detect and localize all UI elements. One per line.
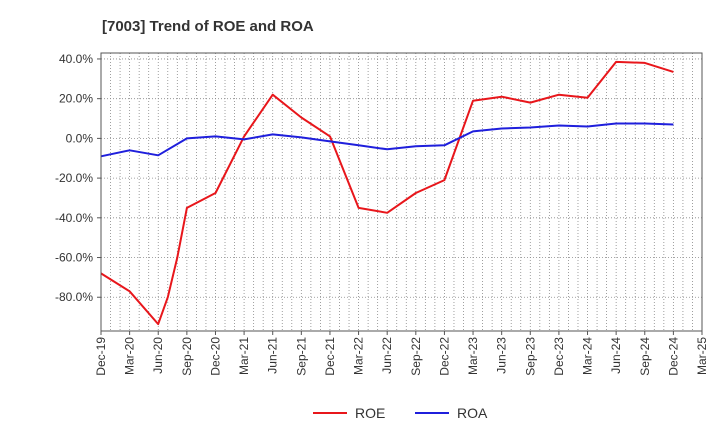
plot-frame — [100, 52, 703, 332]
x-tick-label: Mar-21 — [237, 337, 251, 375]
x-tick-label: Jun-23 — [495, 337, 509, 374]
x-tick-label: Mar-25 — [695, 337, 709, 375]
x-tick-label: Jun-21 — [266, 337, 280, 374]
y-axis: 40.0% 20.0% 0.0% -20.0% -40.0% -60.0% -80.0% — [55, 52, 101, 304]
x-tick-label: Mar-22 — [352, 337, 366, 375]
x-axis: Dec-19 Mar-20 Jun-20 Sep-20 Dec-20 Mar-21 Jun-… — [94, 331, 709, 376]
y-tick-label: 20.0% — [59, 92, 93, 106]
x-tick-label: Jun-24 — [609, 337, 623, 374]
x-tick-label: Sep-24 — [638, 337, 652, 376]
x-tick-label: Sep-20 — [180, 337, 194, 376]
x-tick-label: Sep-22 — [409, 337, 423, 376]
series-lines — [100, 60, 674, 326]
y-tick-label: -40.0% — [55, 211, 93, 225]
chart-title: [7003] Trend of ROE and ROA — [102, 18, 314, 35]
x-tick-label: Dec-23 — [552, 337, 566, 376]
y-tick-label: -80.0% — [55, 290, 93, 304]
grid — [100, 53, 703, 331]
y-tick-label: 0.0% — [66, 131, 94, 145]
x-tick-label: Mar-23 — [466, 337, 480, 375]
x-tick-label: Mar-20 — [123, 337, 137, 375]
x-tick-label: Dec-24 — [666, 337, 680, 376]
series-line-roe — [100, 60, 674, 326]
x-tick-label: Jun-22 — [380, 337, 394, 374]
legend-label-roe: ROE — [355, 405, 385, 421]
x-tick-label: Dec-22 — [437, 337, 451, 376]
legend-label-roa: ROA — [457, 405, 488, 421]
x-tick-label: Sep-23 — [523, 337, 537, 376]
x-tick-label: Jun-20 — [151, 337, 165, 374]
x-tick-label: Mar-24 — [581, 337, 595, 375]
x-tick-label: Dec-20 — [208, 337, 222, 376]
y-tick-label: -20.0% — [55, 171, 93, 185]
x-tick-label: Dec-21 — [323, 337, 337, 376]
y-tick-label: -60.0% — [55, 251, 93, 265]
y-tick-label: 40.0% — [59, 52, 93, 66]
legend: ROE ROA — [313, 405, 488, 421]
x-tick-label: Sep-21 — [294, 337, 308, 376]
x-tick-label: Dec-19 — [94, 337, 108, 376]
series-line-roa — [100, 122, 674, 158]
